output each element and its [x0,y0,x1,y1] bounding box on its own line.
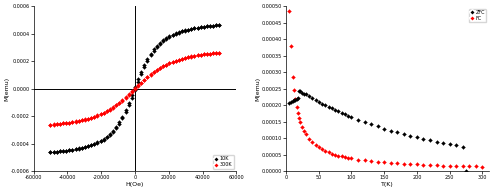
X-axis label: T(K): T(K) [381,182,394,187]
Y-axis label: M(emu): M(emu) [4,77,9,101]
X-axis label: H(Oe): H(Oe) [126,182,144,187]
Y-axis label: M(emu): M(emu) [255,77,260,101]
Legend: 10K, 300K: 10K, 300K [213,155,234,169]
Legend: ZFC, FC: ZFC, FC [469,9,487,23]
